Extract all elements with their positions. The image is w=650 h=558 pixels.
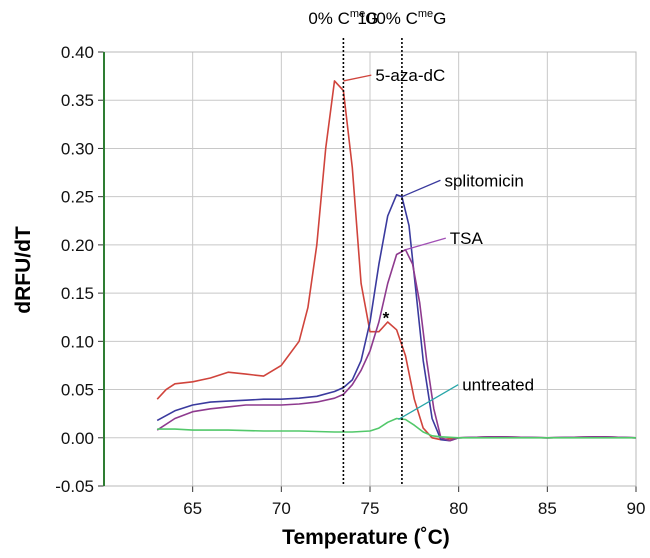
y-tick-label: 0.20 <box>61 236 94 255</box>
asterisk-marker: * <box>383 308 390 327</box>
series-line-splitomicin <box>156 193 637 442</box>
x-tick-label: 85 <box>538 499 557 518</box>
y-tick-label: 0.40 <box>61 43 94 62</box>
series-line-tsa <box>156 248 637 442</box>
x-tick-label: 65 <box>183 499 202 518</box>
series-line-5-aza-dc <box>156 80 637 441</box>
x-axis-title: Temperature (˚C) <box>282 526 450 549</box>
y-tick-label: 0.10 <box>61 332 94 351</box>
y-tick-label: -0.05 <box>55 477 94 496</box>
annotation-label: 5-aza-dC <box>375 66 445 85</box>
y-axis-title: dRFU/dT <box>12 226 35 314</box>
x-tick-label: 90 <box>627 499 646 518</box>
series-line-untreated <box>157 417 636 439</box>
axes <box>98 51 637 492</box>
x-tick-label: 80 <box>449 499 468 518</box>
series-lines <box>156 80 637 442</box>
grid <box>104 51 637 487</box>
y-tick-label: 0.35 <box>61 91 94 110</box>
x-axis-ticks: 65 70 75 80 85 90 <box>183 499 645 518</box>
y-tick-label: 0.25 <box>61 188 94 207</box>
annotation-leader <box>343 74 372 82</box>
annotation-leader <box>405 237 446 251</box>
y-tick-label: 0.30 <box>61 139 94 158</box>
x-tick-label: 70 <box>272 499 291 518</box>
reference-line-label: 0% CmeG <box>308 8 378 28</box>
annotation-leader <box>401 179 441 198</box>
y-axis-ticks: -0.05 0.00 0.05 0.10 0.15 0.20 0.25 0.30 0.35 0.4… <box>55 43 94 496</box>
reference-line-label: 100% CmeG <box>357 8 446 28</box>
y-tick-label: 0.00 <box>61 429 94 448</box>
y-tick-label: 0.05 <box>61 381 94 400</box>
annotations: 5-aza-dC splitomicin TSA untreated * <box>343 66 534 421</box>
y-tick-label: 0.15 <box>61 284 94 303</box>
annotation-leader <box>398 384 459 421</box>
annotation-label: untreated <box>462 376 534 395</box>
x-tick-label: 75 <box>361 499 380 518</box>
annotation-label: splitomicin <box>444 171 523 190</box>
annotation-label: TSA <box>450 229 484 248</box>
